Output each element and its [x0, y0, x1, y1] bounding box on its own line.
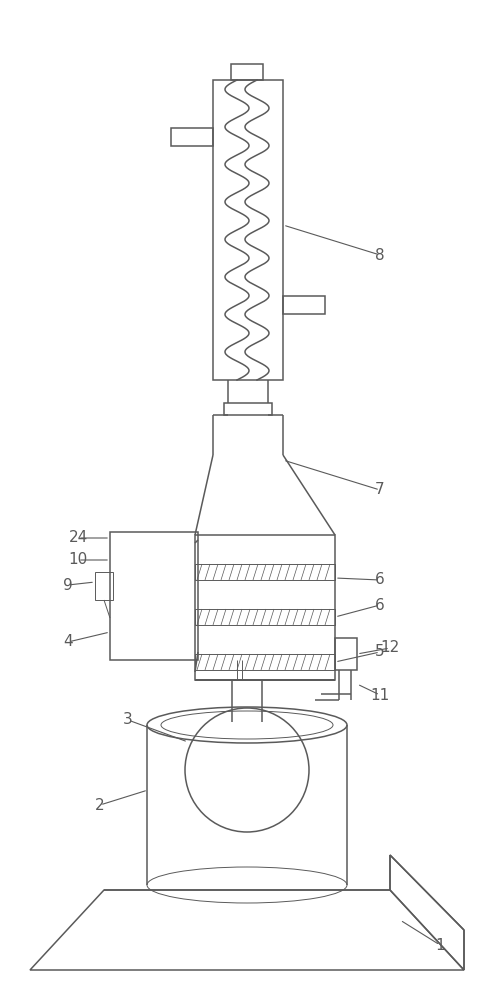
- Text: 10: 10: [68, 552, 87, 568]
- Text: 11: 11: [370, 688, 390, 702]
- Bar: [110, 532, 198, 660]
- Bar: [231, 64, 263, 80]
- Bar: [335, 638, 357, 670]
- Text: 1: 1: [435, 938, 445, 952]
- Bar: [195, 654, 335, 670]
- Text: 7: 7: [375, 483, 385, 497]
- Text: 12: 12: [380, 641, 400, 656]
- Text: 9: 9: [63, 578, 73, 592]
- Text: 2: 2: [95, 798, 105, 812]
- Text: 8: 8: [375, 247, 385, 262]
- Text: 24: 24: [68, 530, 87, 546]
- Bar: [195, 609, 335, 625]
- Bar: [195, 535, 335, 680]
- Text: 6: 6: [375, 572, 385, 587]
- Bar: [95, 572, 113, 600]
- Text: 6: 6: [375, 597, 385, 612]
- Bar: [283, 296, 325, 314]
- Bar: [213, 80, 283, 380]
- Bar: [224, 403, 272, 415]
- Text: 5: 5: [375, 645, 385, 660]
- Text: 3: 3: [123, 712, 133, 728]
- Text: 4: 4: [63, 635, 73, 650]
- Bar: [171, 128, 213, 146]
- Bar: [195, 564, 335, 580]
